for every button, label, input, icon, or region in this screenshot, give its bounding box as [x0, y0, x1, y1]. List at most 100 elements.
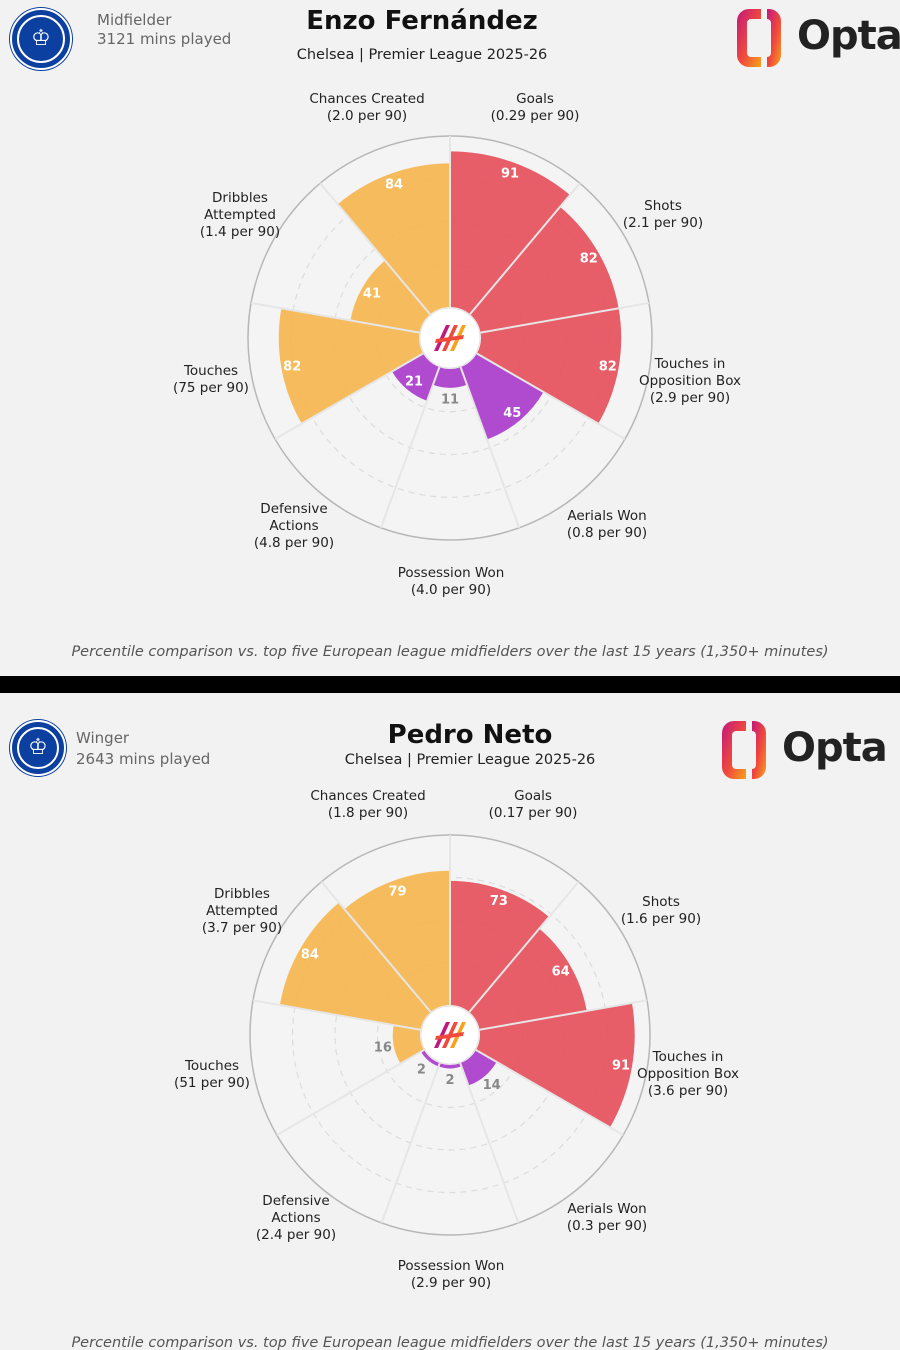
spoke	[379, 366, 441, 529]
metric-label-line: Dribbles	[214, 886, 270, 902]
metric-label: Shots (2.1 per 90)	[623, 198, 703, 231]
metric-label-line: Touches in	[652, 1049, 724, 1065]
chelsea-crest-icon: ♔	[10, 8, 72, 70]
bar-2	[469, 206, 619, 333]
value-label: 14	[483, 1078, 501, 1093]
player-role: Midfielder	[97, 11, 172, 29]
bar-5	[432, 367, 468, 388]
spoke	[276, 1049, 425, 1136]
opta-wordmark: Opta	[782, 725, 888, 771]
metric-label-line: Actions	[271, 1210, 320, 1226]
opta-mark-icon	[722, 721, 766, 779]
metric-label-line: Opposition Box	[637, 1066, 739, 1082]
spoke	[252, 999, 421, 1031]
player-panel-1: ♔ Midfielder 3121 mins played Enzo Ferná…	[10, 6, 900, 660]
metric-label-line: Attempted	[204, 207, 276, 223]
spoke	[480, 301, 650, 334]
metric-label: Defensive Actions (4.8 per 90)	[254, 501, 334, 551]
metric-label: Possession Won (4.0 per 90)	[398, 565, 505, 598]
metric-label-line: (51 per 90)	[174, 1075, 250, 1091]
metric-label-line: Goals	[516, 91, 554, 107]
metric-label-line: (0.8 per 90)	[567, 525, 647, 541]
value-label: 21	[405, 374, 423, 389]
metric-label-line: (75 per 90)	[173, 380, 249, 396]
metric-label-line: (1.8 per 90)	[328, 805, 408, 821]
bar-9	[344, 870, 450, 1013]
value-label: 64	[552, 965, 570, 980]
metric-label-line: (3.6 per 90)	[648, 1083, 728, 1099]
metric-label-line: (2.4 per 90)	[256, 1227, 336, 1243]
value-label: 79	[389, 884, 407, 899]
flame-stroke	[435, 1032, 464, 1040]
metric-label: Touches (75 per 90)	[173, 363, 249, 396]
flame-stroke	[434, 1022, 450, 1048]
bar-4	[460, 1050, 497, 1086]
metric-label-line: (1.6 per 90)	[621, 911, 701, 927]
value-label: 91	[501, 166, 519, 181]
bar-9	[337, 163, 450, 315]
player-name: Enzo Fernández	[306, 6, 538, 36]
metric-label-line: Touches	[184, 1058, 239, 1074]
metric-label-line: Shots	[644, 198, 682, 214]
bar-4	[460, 353, 544, 440]
metric-label-line: Touches	[183, 363, 238, 379]
metric-label: Chances Created (2.0 per 90)	[309, 91, 424, 124]
metric-label-line: Actions	[269, 518, 318, 534]
opta-logo-icon: Opta	[735, 7, 900, 71]
spoke	[479, 999, 648, 1031]
metric-label: Possession Won (2.9 per 90)	[398, 1258, 505, 1291]
spoke	[274, 352, 424, 440]
player-subtitle: Chelsea | Premier League 2025-26	[296, 47, 548, 63]
spoke	[468, 881, 580, 1013]
spoke	[319, 182, 431, 315]
player-role: Winger	[76, 729, 130, 747]
metric-label-line: Possession Won	[398, 1258, 505, 1274]
value-label: 11	[441, 392, 459, 407]
metric-label: Dribbles Attempted (3.7 per 90)	[202, 886, 282, 936]
metric-label-line: Aerials Won	[567, 508, 646, 524]
metric-label-line: Goals	[514, 788, 552, 804]
radar-chart-1: 91 82 82 45 11 21 82 41 84 Goals (0.29 per 90) Shot…	[173, 91, 741, 598]
metric-label-line: (2.1 per 90)	[623, 215, 703, 231]
panel-divider	[0, 676, 900, 693]
value-label: 16	[374, 1040, 392, 1055]
spoke	[475, 1049, 624, 1136]
footnote: Percentile comparison vs. top five Europ…	[71, 644, 829, 660]
metric-label: Goals (0.29 per 90)	[491, 91, 580, 124]
spoke	[469, 182, 581, 315]
player-subtitle: Chelsea | Premier League 2025-26	[344, 752, 596, 768]
metric-label: Touches in Opposition Box (2.9 per 90)	[639, 356, 741, 406]
metric-label: Dribbles Attempted (1.4 per 90)	[200, 190, 280, 240]
metric-label-line: (4.0 per 90)	[411, 582, 491, 598]
metric-label-line: Defensive	[260, 501, 327, 517]
metric-label-line: (0.3 per 90)	[567, 1218, 647, 1234]
metric-label: Aerials Won (0.8 per 90)	[567, 508, 647, 541]
minutes-played: 3121 mins played	[97, 30, 232, 48]
bar-2	[469, 928, 587, 1030]
bar-3	[476, 308, 622, 424]
minutes-played: 2643 mins played	[76, 750, 211, 768]
spoke	[459, 366, 521, 529]
metric-label: Defensive Actions (2.4 per 90)	[256, 1193, 336, 1243]
metric-label-line: Opposition Box	[639, 373, 741, 389]
metric-label-line: (1.4 per 90)	[200, 224, 280, 240]
bar-6	[421, 1050, 440, 1067]
metric-label-line: Chances Created	[310, 788, 425, 804]
bar-3	[475, 1002, 635, 1128]
opta-flame-icon	[434, 1022, 466, 1048]
value-label: 2	[417, 1063, 426, 1078]
metric-label-line: Aerials Won	[567, 1201, 646, 1217]
opta-wordmark: Opta	[797, 13, 900, 59]
bar-7	[278, 308, 424, 424]
bar-8	[279, 902, 431, 1030]
value-label: 84	[301, 948, 319, 963]
spoke	[476, 352, 626, 440]
metric-label-line: Defensive	[262, 1193, 329, 1209]
value-label: 41	[363, 286, 381, 301]
bar-8	[350, 260, 431, 333]
metric-label-line: (0.29 per 90)	[491, 108, 580, 124]
flame-stroke	[435, 335, 464, 343]
metric-label-line: (0.17 per 90)	[489, 805, 578, 821]
metric-label-line: (2.0 per 90)	[327, 108, 407, 124]
